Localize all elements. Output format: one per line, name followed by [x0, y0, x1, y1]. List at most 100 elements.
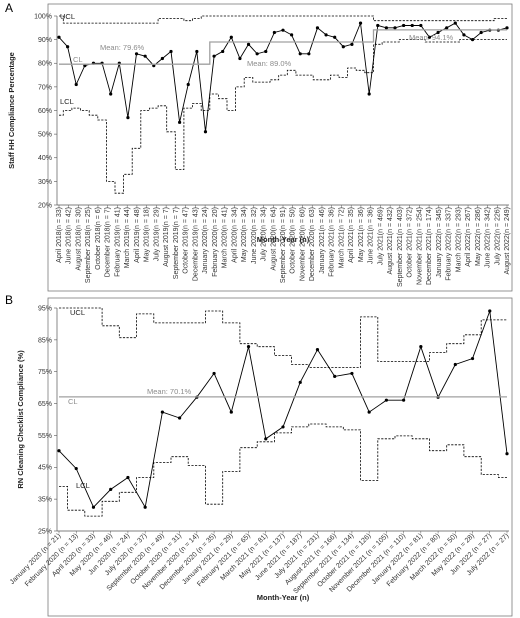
x-axis-title: Month-Year (n) [257, 235, 310, 244]
data-point [350, 42, 354, 46]
ucl-label: UCL [60, 12, 75, 21]
data-point [74, 466, 78, 471]
data-point [436, 30, 440, 35]
data-point [298, 380, 302, 384]
x-axis-title: Month-Year (n) [257, 593, 310, 602]
x-tick-label: October 2021(n = 372) [407, 207, 414, 278]
x-tick-label: July 2021(n = 469) [377, 207, 384, 265]
data-point [367, 410, 371, 414]
data-point [143, 54, 147, 58]
x-tick-label: December 2020(n = 63) [309, 207, 316, 281]
upper-control-limit-line [59, 15, 507, 24]
data-point [324, 33, 328, 37]
mean-label: Mean: 70.1% [147, 387, 192, 396]
data-point [134, 52, 139, 56]
data-point [333, 35, 337, 39]
data-point [462, 33, 466, 37]
data-point [358, 21, 363, 25]
x-tick-label: January 2020(n = 24) [202, 207, 209, 274]
x-tick-label: June 2022(n = 342) [485, 207, 492, 268]
data-point [212, 371, 216, 376]
lcl-label: LCL [60, 97, 74, 106]
data-point [384, 398, 388, 402]
x-tick-label: February 2022(n = 337) [446, 207, 453, 281]
mean-label: Mean: 79.6% [100, 43, 145, 52]
data-point [186, 82, 190, 87]
data-point [109, 487, 113, 491]
data-point [367, 92, 371, 96]
data-point [384, 26, 388, 30]
data-point [445, 26, 449, 30]
data-point [470, 356, 475, 361]
y-tick-label: 55% [38, 433, 52, 440]
data-point [74, 82, 78, 87]
x-tick-label: June 2018(n = 42) [66, 207, 73, 264]
data-point [402, 23, 406, 28]
y-tick-label: 90% [38, 37, 52, 44]
x-tick-label: July 2022(n = 226) [494, 207, 501, 265]
x-tick-label: September 2019(n = 7) [173, 207, 180, 279]
x-tick-label: November 2021(n = 254) [416, 207, 423, 285]
mean-label: Mean: 89.0% [247, 59, 292, 68]
data-point [488, 309, 492, 313]
x-tick-label: July 2020(n = 34) [261, 207, 268, 261]
chart-frame [47, 297, 513, 617]
data-point [453, 21, 457, 25]
data-point [160, 56, 164, 61]
y-tick-label: 100% [34, 13, 52, 20]
data-point [126, 475, 130, 480]
lower-control-limit-line [59, 39, 507, 194]
data-point [341, 45, 345, 49]
y-tick-label: 75% [38, 369, 52, 376]
data-point [57, 449, 61, 453]
x-tick-label: May 2020(n = 34) [241, 207, 248, 262]
x-tick-label: February 2020(n = 20) [212, 207, 219, 277]
y-tick-label: 20% [38, 202, 52, 209]
data-point [290, 33, 294, 37]
data-point [91, 505, 96, 509]
x-tick-label: April 2021(n = 35) [348, 207, 355, 263]
data-point [229, 35, 233, 39]
lcl-label: LCL [76, 481, 90, 490]
data-point [272, 30, 276, 35]
center-line [59, 29, 507, 65]
x-tick-label: January 2022(n = 345) [436, 207, 443, 278]
panel-letter: B [5, 293, 13, 307]
y-tick-label: 35% [38, 497, 52, 504]
y-tick-label: 65% [38, 401, 52, 408]
lower-control-limit-line [59, 423, 507, 517]
x-tick-label: August 2020(n = 64) [270, 207, 277, 271]
y-tick-label: 95% [38, 305, 52, 312]
x-tick-label: May 2022(n = 286) [475, 207, 482, 266]
x-tick-label: April 2020(n = 34) [231, 207, 238, 263]
x-tick-label: October 2018(n = 6) [95, 207, 102, 270]
x-tick-label: December 2018(n = 7) [105, 207, 112, 277]
mean-label: Mean: 94.1% [409, 33, 454, 42]
data-point [505, 452, 509, 456]
x-tick-label: May 2019(n = 18) [144, 207, 151, 262]
upper-control-limit-line [59, 307, 507, 368]
ucl-label: UCL [70, 308, 85, 317]
data-point [427, 35, 432, 39]
data-point [246, 345, 251, 349]
x-tick-label: March 2020(n = 41) [222, 207, 229, 268]
y-tick-label: 50% [38, 132, 52, 139]
data-point [376, 23, 380, 28]
data-point [57, 35, 61, 39]
x-tick-label: July 2019(n = 29) [153, 207, 160, 261]
data-point [255, 52, 259, 56]
x-tick-label: December 2021(n = 174) [426, 207, 433, 285]
y-tick-label: 25% [38, 528, 52, 535]
data-point [410, 23, 414, 28]
data-point [470, 38, 475, 42]
data-point [419, 345, 423, 349]
y-axis-title: RN Cleaning Checklist Compliance (%) [16, 350, 25, 489]
data-point [350, 371, 354, 376]
x-tick-label: April 2022(n = 267) [465, 207, 472, 267]
data-point [212, 54, 216, 58]
x-tick-label: June 2020(n = 32) [251, 207, 258, 264]
data-point [221, 49, 225, 54]
data-point [479, 30, 483, 35]
x-tick-label: January 2021(n = 46) [319, 207, 326, 274]
x-tick-label: September 2018(n = 25) [85, 207, 92, 283]
